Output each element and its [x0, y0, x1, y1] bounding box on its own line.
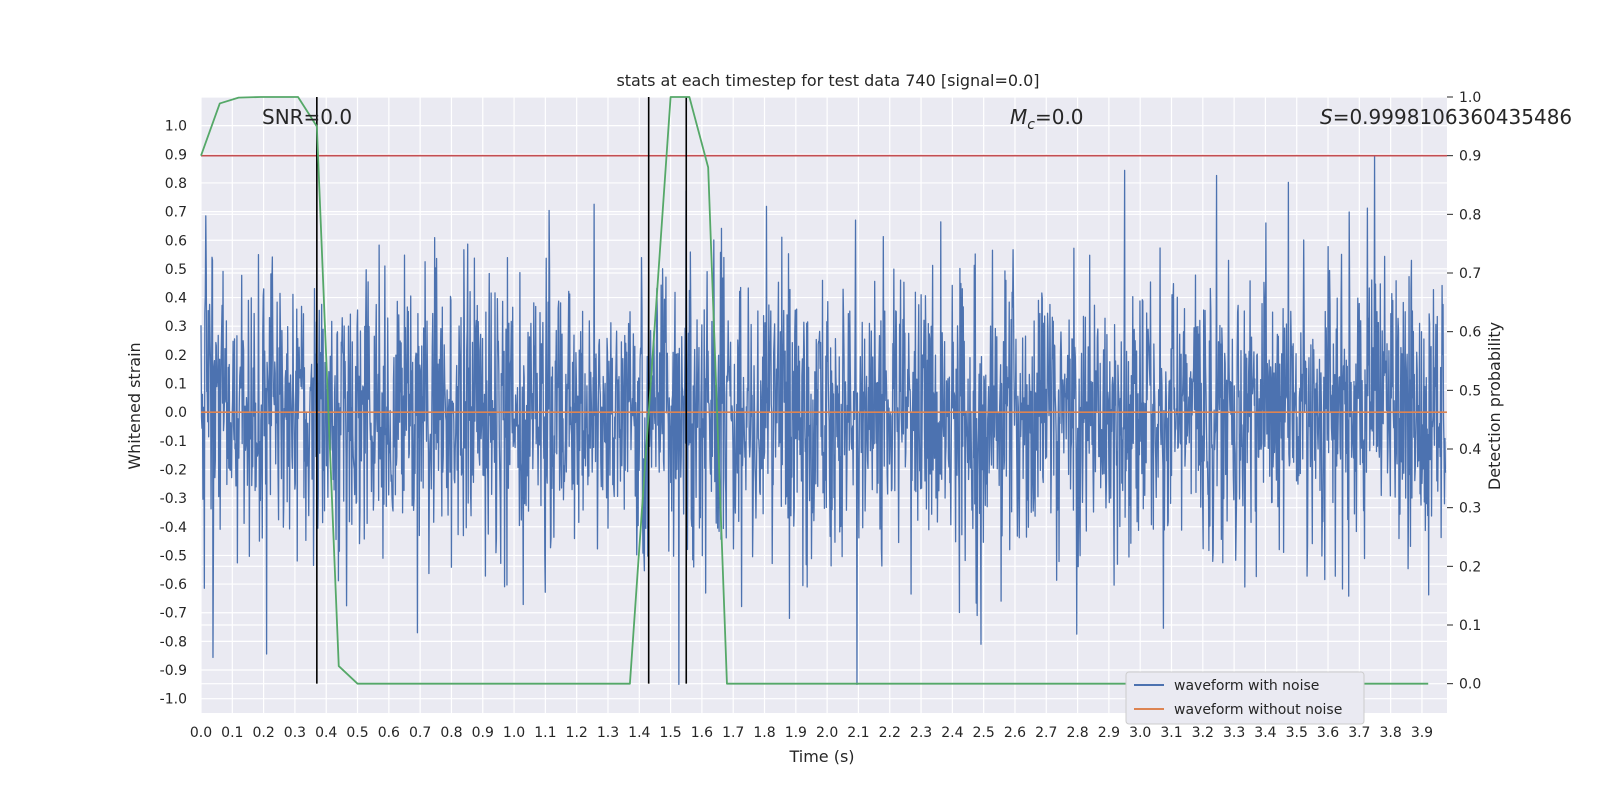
snr-annotation: SNR=0.0 [262, 105, 352, 129]
y2-tick-label: 1.0 [1459, 90, 1481, 106]
x-tick-label: 1.1 [534, 725, 556, 741]
x-tick-label: 3.2 [1192, 725, 1214, 741]
x-tick-label: 0.6 [378, 725, 400, 741]
y-tick-label: 0.1 [165, 377, 187, 393]
y2-tick-label: 0.6 [1459, 325, 1481, 341]
y-axis-label: Whitened strain [125, 342, 144, 469]
x-tick-label: 2.6 [1004, 725, 1026, 741]
y-tick-label: 0.3 [165, 319, 187, 335]
x-tick-label: 2.1 [847, 725, 869, 741]
x-tick-label: 2.0 [816, 725, 838, 741]
s-value: =0.9998106360435486 [1333, 105, 1572, 129]
y-tick-label: -0.4 [160, 520, 187, 536]
series-waveform-with-noise [200, 155, 1447, 685]
legend-box [1125, 671, 1365, 725]
y-tick-label: -1.0 [160, 692, 187, 708]
x-tick-label: 3.6 [1317, 725, 1339, 741]
x-tick-label: 2.2 [879, 725, 901, 741]
y-tick-label: 0.0 [165, 405, 187, 421]
y2-tick-label: 0.5 [1459, 383, 1481, 399]
y-tick-label: 0.2 [165, 348, 187, 364]
y-tick-label: -0.9 [160, 663, 187, 679]
y-tick-label: 0.6 [165, 233, 187, 249]
y-tick-label: 0.4 [165, 291, 187, 307]
y2-axis-ticks: 1.0 0.9 0.8 0.7 0.6 0.5 0.4 0.3 0.2 0.1 0.0 [1447, 90, 1481, 693]
y2-tick-label: 0.8 [1459, 207, 1481, 223]
noise-waveform-line [200, 155, 1447, 685]
overlay-lines [200, 96, 1447, 685]
x-tick-label: 3.8 [1380, 725, 1402, 741]
x-axis-label: Time (s) [788, 747, 854, 766]
y-tick-label: -0.7 [160, 606, 187, 622]
x-tick-label: 3.9 [1411, 725, 1433, 741]
x-tick-label: 1.3 [597, 725, 619, 741]
x-tick-label: 3.5 [1286, 725, 1308, 741]
s-annotation: S=0.9998106360435486 [1320, 105, 1572, 129]
legend-label-clean: waveform without noise [1174, 702, 1342, 718]
y2-tick-label: 0.7 [1459, 266, 1481, 282]
x-axis-ticks: 0.0 0.1 0.2 0.3 0.4 0.5 0.6 0.7 0.8 0.9 1.0 1.1 1.2 1… [190, 725, 1433, 741]
chart-title: stats at each timestep for test data 740… [616, 71, 1039, 90]
x-tick-label: 1.6 [691, 725, 713, 741]
detection-probability-line [200, 96, 1429, 685]
y-axis-ticks: 1.0 0.9 0.8 0.7 0.6 0.5 0.4 0.3 0.2 0.1 0.0 -0.1 -0.… [160, 119, 187, 708]
x-tick-label: 3.0 [1129, 725, 1151, 741]
x-tick-label: 0.7 [409, 725, 431, 741]
x-tick-label: 0.9 [472, 725, 494, 741]
y2-axis-label: Detection probability [1485, 322, 1504, 490]
y-tick-label: 0.8 [165, 176, 187, 192]
y-tick-label: 0.9 [165, 147, 187, 163]
y-tick-label: -0.5 [160, 548, 187, 564]
y2-tick-label: 0.9 [1459, 149, 1481, 165]
x-tick-label: 0.0 [190, 725, 212, 741]
x-tick-label: 0.1 [221, 725, 243, 741]
y2-tick-label: 0.3 [1459, 501, 1481, 517]
x-tick-label: 0.8 [440, 725, 462, 741]
mc-annotation: Mc=0.0 [1010, 105, 1084, 133]
x-tick-label: 2.8 [1066, 725, 1088, 741]
legend: waveform with noise waveform without noi… [1125, 671, 1365, 725]
x-tick-label: 0.5 [346, 725, 368, 741]
x-tick-label: 3.7 [1348, 725, 1370, 741]
mc-symbol: M [1010, 105, 1027, 129]
y2-tick-label: 0.4 [1459, 442, 1481, 458]
x-tick-label: 1.2 [566, 725, 588, 741]
s-symbol: S [1320, 105, 1333, 129]
y-tick-label: -0.6 [160, 577, 187, 593]
y-tick-label: -0.8 [160, 634, 187, 650]
x-tick-label: 1.9 [785, 725, 807, 741]
y-tick-label: -0.3 [160, 491, 187, 507]
y2-tick-label: 0.1 [1459, 618, 1481, 634]
x-tick-label: 1.8 [753, 725, 775, 741]
x-tick-label: 0.2 [252, 725, 274, 741]
x-tick-label: 0.3 [284, 725, 306, 741]
y-tick-label: 1.0 [165, 119, 187, 135]
x-tick-label: 1.0 [503, 725, 525, 741]
y-tick-label: 0.7 [165, 205, 187, 221]
x-tick-label: 2.5 [973, 725, 995, 741]
x-tick-label: 2.9 [1098, 725, 1120, 741]
y-tick-label: -0.2 [160, 462, 187, 478]
y-tick-label: 0.5 [165, 262, 187, 278]
x-tick-label: 3.1 [1160, 725, 1182, 741]
y2-tick-label: 0.0 [1459, 677, 1481, 693]
x-tick-label: 2.4 [941, 725, 963, 741]
x-tick-label: 2.3 [910, 725, 932, 741]
x-tick-label: 3.3 [1223, 725, 1245, 741]
x-tick-label: 1.5 [659, 725, 681, 741]
mc-subscript: c [1027, 117, 1035, 133]
legend-label-noise: waveform with noise [1174, 678, 1319, 694]
x-tick-label: 2.7 [1035, 725, 1057, 741]
mc-value: =0.0 [1035, 105, 1084, 129]
x-tick-label: 3.4 [1254, 725, 1276, 741]
x-tick-label: 1.4 [628, 725, 650, 741]
y-tick-label: -0.1 [160, 434, 187, 450]
x-tick-label: 1.7 [722, 725, 744, 741]
y2-tick-label: 0.2 [1459, 559, 1481, 575]
x-tick-label: 0.4 [315, 725, 337, 741]
